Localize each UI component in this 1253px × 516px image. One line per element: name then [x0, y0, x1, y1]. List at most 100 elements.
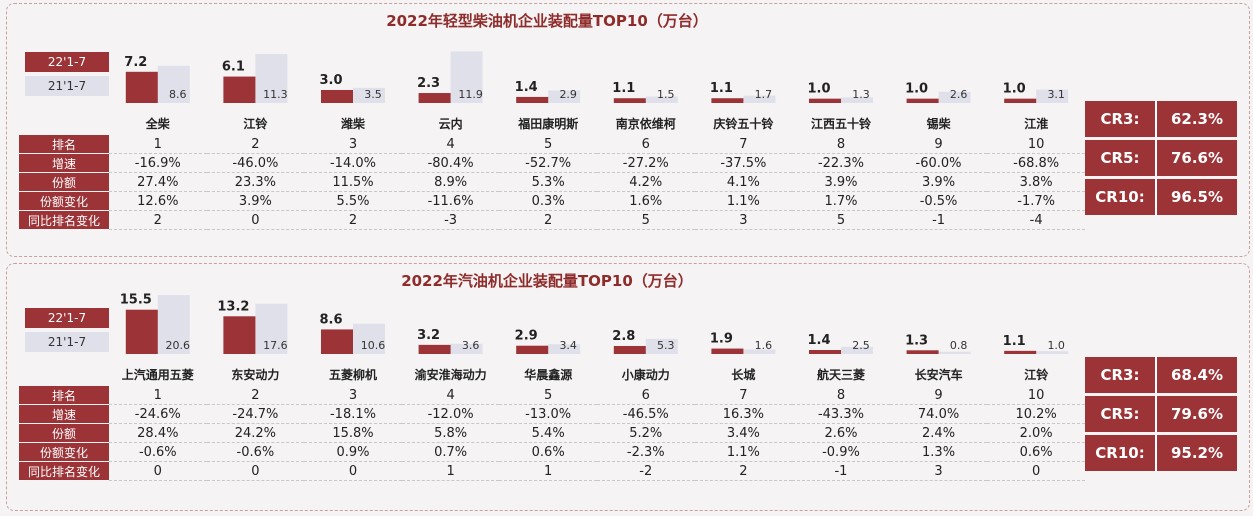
table-cell: -1	[792, 461, 890, 481]
gasoline-cr10-box: CR10: 95.2%	[1085, 435, 1237, 471]
cr-value: 62.3%	[1170, 110, 1224, 128]
row-label-share: 份额	[19, 423, 109, 443]
diesel-category-label: 江西五十铃	[811, 116, 872, 131]
diesel-category-label: 潍柴	[340, 116, 366, 131]
diesel-bar-current	[125, 71, 158, 103]
table-cell: -3	[401, 210, 500, 230]
row-label-share-change: 份额变化	[19, 191, 109, 211]
table-cell: 0.6%	[987, 442, 1085, 462]
diesel-category-label: 锡柴	[927, 116, 952, 131]
diesel-bar-previous	[255, 54, 288, 103]
diesel-label-current: 1.0	[1003, 82, 1026, 97]
table-cell: 1.6%	[596, 191, 695, 211]
table-cell: 1	[499, 461, 597, 481]
gasoline-label-previous: 10.6	[361, 339, 386, 352]
gasoline-category-label: 长安汽车	[915, 367, 963, 382]
table-cell: -0.6%	[206, 442, 305, 462]
diesel-panel: 2022年轻型柴油机企业装配量TOP10（万台） 22'1-7 21'1-7 7…	[6, 3, 1250, 257]
gasoline-category-label: 华晨鑫源	[524, 367, 572, 382]
diesel-label-previous: 2.6	[950, 88, 968, 101]
gasoline-category-label: 渝安淮海动力	[415, 367, 487, 382]
gasoline-label-previous: 3.4	[559, 339, 577, 352]
gasoline-bar-current	[418, 344, 451, 354]
diesel-label-current: 1.0	[905, 82, 928, 97]
gasoline-label-previous: 2.5	[852, 339, 870, 352]
table-row: 排名 1 2 3 4 5 6 7 8 9 10	[19, 135, 1085, 154]
gasoline-bar-chart: 15.5 20.6 上汽通用五菱 13.2 17.6 东安动力 8.6 10.6 五菱柳机 3.2…	[120, 293, 1069, 382]
gasoline-legend-previous: 21'1-7	[25, 332, 109, 352]
table-cell: 27.4%	[109, 172, 207, 192]
table-cell: -2.3%	[596, 442, 695, 462]
diesel-bar-current	[516, 96, 549, 103]
table-cell: 5.3%	[499, 172, 597, 192]
diesel-category-label: 庆铃五十铃	[712, 116, 774, 131]
table-cell: 1.7%	[792, 191, 890, 211]
diesel-label-previous: 3.5	[364, 88, 382, 101]
table-cell: -13.0%	[499, 404, 597, 424]
gasoline-bar-previous	[645, 338, 678, 354]
gasoline-category-label: 上汽通用五菱	[122, 367, 194, 382]
diesel-bar-current	[418, 93, 451, 103]
cr-label: CR3:	[1085, 357, 1157, 393]
gasoline-label-previous: 20.6	[166, 339, 191, 352]
table-cell: -16.9%	[109, 153, 207, 173]
table-cell: 0	[206, 210, 305, 230]
gasoline-bar-previous	[1036, 351, 1069, 354]
gasoline-category-label: 长城	[731, 367, 755, 382]
cr-value: 96.5%	[1170, 188, 1224, 206]
diesel-category-label: 全柴	[145, 116, 171, 131]
table-cell: 1.1%	[694, 191, 793, 211]
diesel-bar-previous	[1036, 89, 1069, 103]
table-cell: 1	[109, 135, 207, 154]
diesel-category-label: 江铃	[243, 116, 268, 131]
diesel-category-label: 江淮	[1024, 116, 1048, 131]
diesel-label-previous: 1.7	[755, 88, 773, 101]
gasoline-bar-current	[613, 346, 646, 354]
gasoline-chart-title: 2022年汽油机企业装配量TOP10（万台）	[401, 272, 693, 290]
row-label-rank-change: 同比排名变化	[19, 210, 109, 230]
table-cell: 10.2%	[987, 404, 1085, 424]
table-cell: 0.9%	[304, 442, 402, 462]
table-cell: 2	[206, 135, 305, 154]
diesel-bar-previous	[157, 65, 190, 103]
gasoline-bar-previous	[157, 295, 190, 354]
cr-value: 76.6%	[1170, 149, 1224, 167]
diesel-metrics-table: 排名 1 2 3 4 5 6 7 8 9 10 增速 -16.9% -46.0%…	[19, 135, 1085, 230]
gasoline-bar-current	[711, 348, 744, 354]
row-label-share-change: 份额变化	[19, 442, 109, 462]
gasoline-label-current: 13.2	[217, 299, 249, 314]
table-cell: 28.4%	[109, 423, 207, 443]
gasoline-bar-current	[516, 345, 549, 354]
diesel-legend-previous: 21'1-7	[25, 76, 109, 96]
table-cell: -37.5%	[694, 153, 793, 173]
table-cell: 2	[304, 210, 402, 230]
gasoline-bar-previous	[353, 323, 385, 354]
gasoline-category-label: 航天三菱	[817, 367, 865, 382]
table-cell: 7	[694, 386, 793, 405]
table-cell: 9	[889, 386, 988, 405]
table-cell: -24.6%	[109, 404, 207, 424]
gasoline-bar-previous	[938, 351, 971, 354]
gasoline-bar-current	[906, 350, 939, 354]
table-cell: 12.6%	[109, 191, 207, 211]
table-cell: 11.5%	[304, 172, 402, 192]
gasoline-label-current: 8.6	[319, 312, 342, 327]
table-row: 同比排名变化 0 0 0 1 1 -2 2 -1 3 0	[19, 461, 1085, 481]
table-cell: 3.9%	[206, 191, 305, 211]
gasoline-label-current: 3.2	[417, 328, 440, 343]
table-cell: 5.2%	[596, 423, 695, 443]
diesel-bar-current	[906, 98, 939, 103]
cr-label: CR5:	[1085, 396, 1157, 432]
row-label-growth: 增速	[19, 404, 109, 424]
table-cell: -2	[596, 461, 695, 481]
table-cell: 3	[304, 386, 402, 405]
diesel-category-label: 福田康明斯	[517, 116, 578, 131]
gasoline-bar-previous	[548, 344, 581, 354]
table-cell: 3	[304, 135, 402, 154]
table-cell: -60.0%	[889, 153, 988, 173]
table-cell: 10	[987, 386, 1085, 405]
cr-label: CR5:	[1085, 140, 1157, 176]
gasoline-cr5-box: CR5: 79.6%	[1085, 396, 1237, 432]
table-cell: 5.5%	[304, 191, 402, 211]
table-cell: 8	[792, 135, 890, 154]
